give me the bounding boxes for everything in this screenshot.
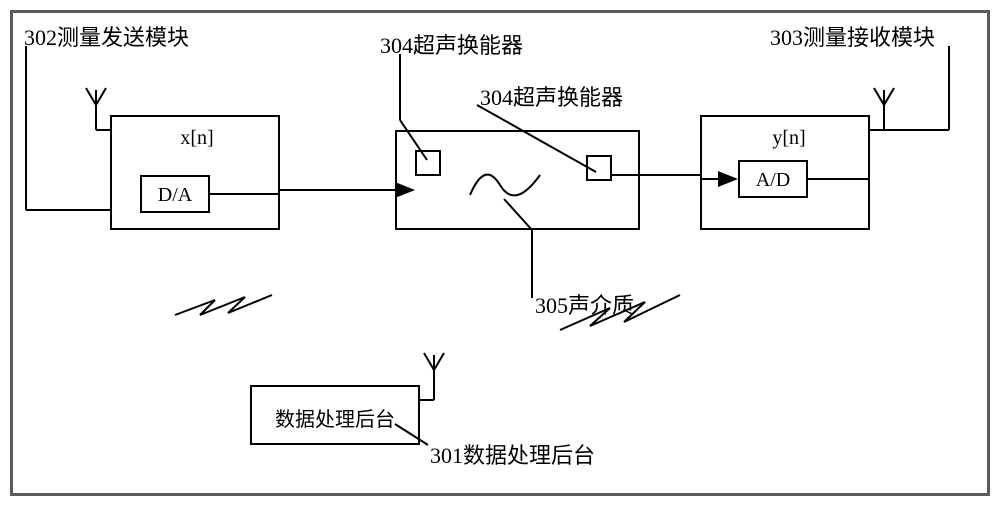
backend-box-label: 数据处理后台 — [252, 403, 418, 432]
label-304a: 304超声换能器 — [380, 28, 523, 60]
label-302: 302测量发送模块 — [24, 20, 189, 52]
diagram-stage: 302测量发送模块 304超声换能器 304超声换能器 303测量接收模块 30… — [0, 0, 1000, 506]
yn-label: y[n] — [764, 127, 814, 150]
backend-box: 数据处理后台 — [250, 385, 420, 445]
xn-label: x[n] — [172, 127, 222, 150]
label-303: 303测量接收模块 — [770, 20, 935, 52]
transducer-right — [586, 155, 612, 181]
ad-box: A/D — [738, 160, 808, 198]
label-304b: 304超声换能器 — [480, 80, 623, 112]
label-301: 301数据处理后台 — [430, 438, 595, 470]
transducer-left — [415, 150, 441, 176]
label-305: 305声介质 — [535, 288, 634, 320]
da-box: D/A — [140, 175, 210, 213]
